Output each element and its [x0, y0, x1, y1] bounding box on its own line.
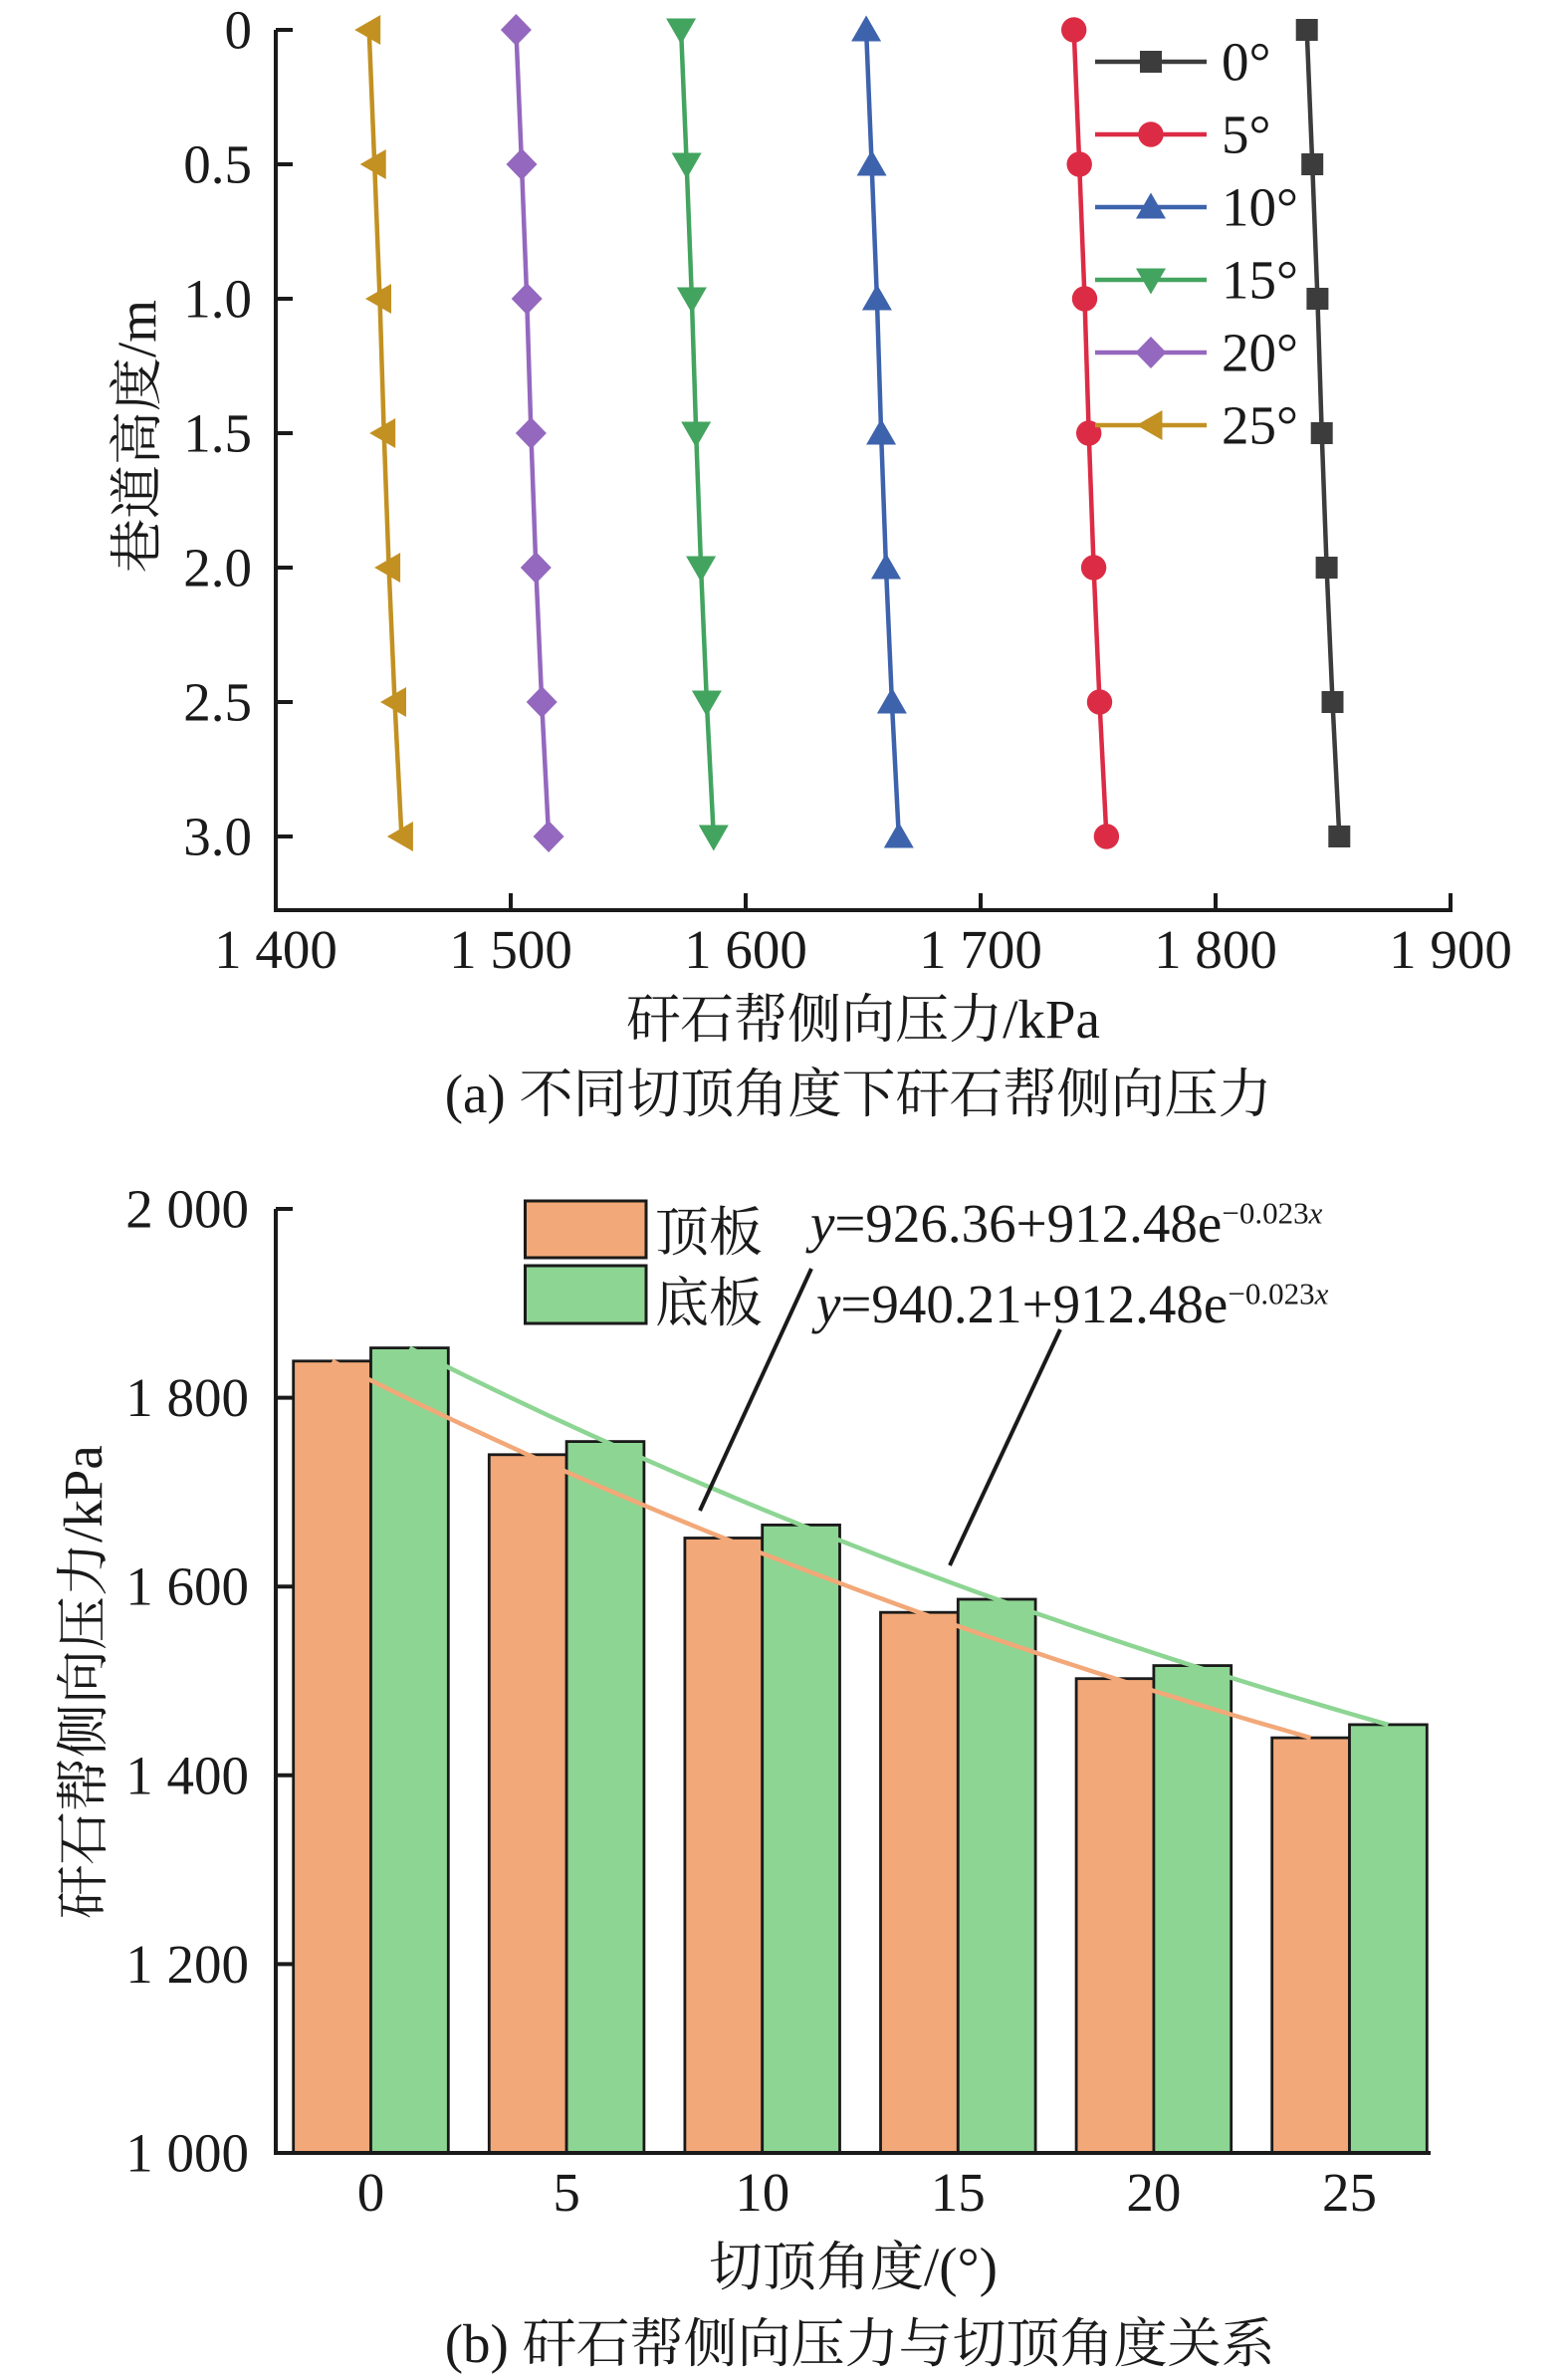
svg-text:/m: /m [107, 300, 167, 357]
svg-text:0.5: 0.5 [183, 134, 252, 195]
svg-text:1 800: 1 800 [125, 1367, 249, 1428]
svg-text:5°: 5° [1222, 105, 1271, 165]
svg-text:25: 25 [1322, 2162, 1377, 2223]
svg-text:2.5: 2.5 [183, 672, 252, 733]
svg-text:15°: 15° [1222, 250, 1298, 311]
svg-text:1 000: 1 000 [125, 2123, 249, 2184]
svg-text:1 700: 1 700 [919, 919, 1042, 980]
svg-text:(b): (b) [445, 2313, 523, 2374]
svg-text:0: 0 [225, 0, 253, 61]
svg-text:15: 15 [931, 2162, 986, 2223]
svg-text:1 600: 1 600 [125, 1556, 249, 1617]
svg-text:1.0: 1.0 [183, 269, 252, 330]
svg-text:/kPa: /kPa [1003, 989, 1100, 1050]
svg-text:1 800: 1 800 [1154, 919, 1277, 980]
svg-text:y: y [811, 1274, 841, 1334]
svg-text:1 500: 1 500 [449, 919, 572, 980]
svg-text:20°: 20° [1222, 323, 1298, 383]
svg-text:−0.023: −0.023 [1228, 1277, 1314, 1311]
svg-text:x: x [1308, 1196, 1323, 1231]
svg-text:10°: 10° [1222, 177, 1298, 238]
svg-text:3.0: 3.0 [183, 807, 252, 867]
svg-text:1 600: 1 600 [684, 919, 807, 980]
svg-text:10: 10 [735, 2162, 789, 2223]
svg-text:20: 20 [1126, 2162, 1181, 2223]
svg-text:0°: 0° [1222, 32, 1271, 93]
svg-text:=926.36+912.48e: =926.36+912.48e [834, 1193, 1222, 1254]
svg-text:1 900: 1 900 [1389, 919, 1512, 980]
svg-text:1 400: 1 400 [214, 919, 337, 980]
svg-text:0: 0 [357, 2162, 385, 2223]
svg-text:y: y [805, 1193, 835, 1254]
svg-text:−0.023: −0.023 [1222, 1196, 1308, 1231]
svg-text:5: 5 [553, 2162, 580, 2223]
svg-text:1 400: 1 400 [125, 1745, 249, 1805]
svg-text:2.0: 2.0 [183, 538, 252, 598]
svg-text:1 200: 1 200 [125, 1934, 249, 1995]
svg-text:1.5: 1.5 [183, 403, 252, 464]
svg-text:/(°): /(°) [924, 2237, 998, 2297]
svg-text:/kPa: /kPa [53, 1445, 113, 1543]
svg-text:25°: 25° [1222, 395, 1298, 456]
svg-text:2 000: 2 000 [125, 1179, 249, 1240]
svg-text:x: x [1314, 1277, 1329, 1311]
svg-text:=940.21+912.48e: =940.21+912.48e [840, 1274, 1228, 1334]
svg-text:(a): (a) [445, 1064, 520, 1124]
